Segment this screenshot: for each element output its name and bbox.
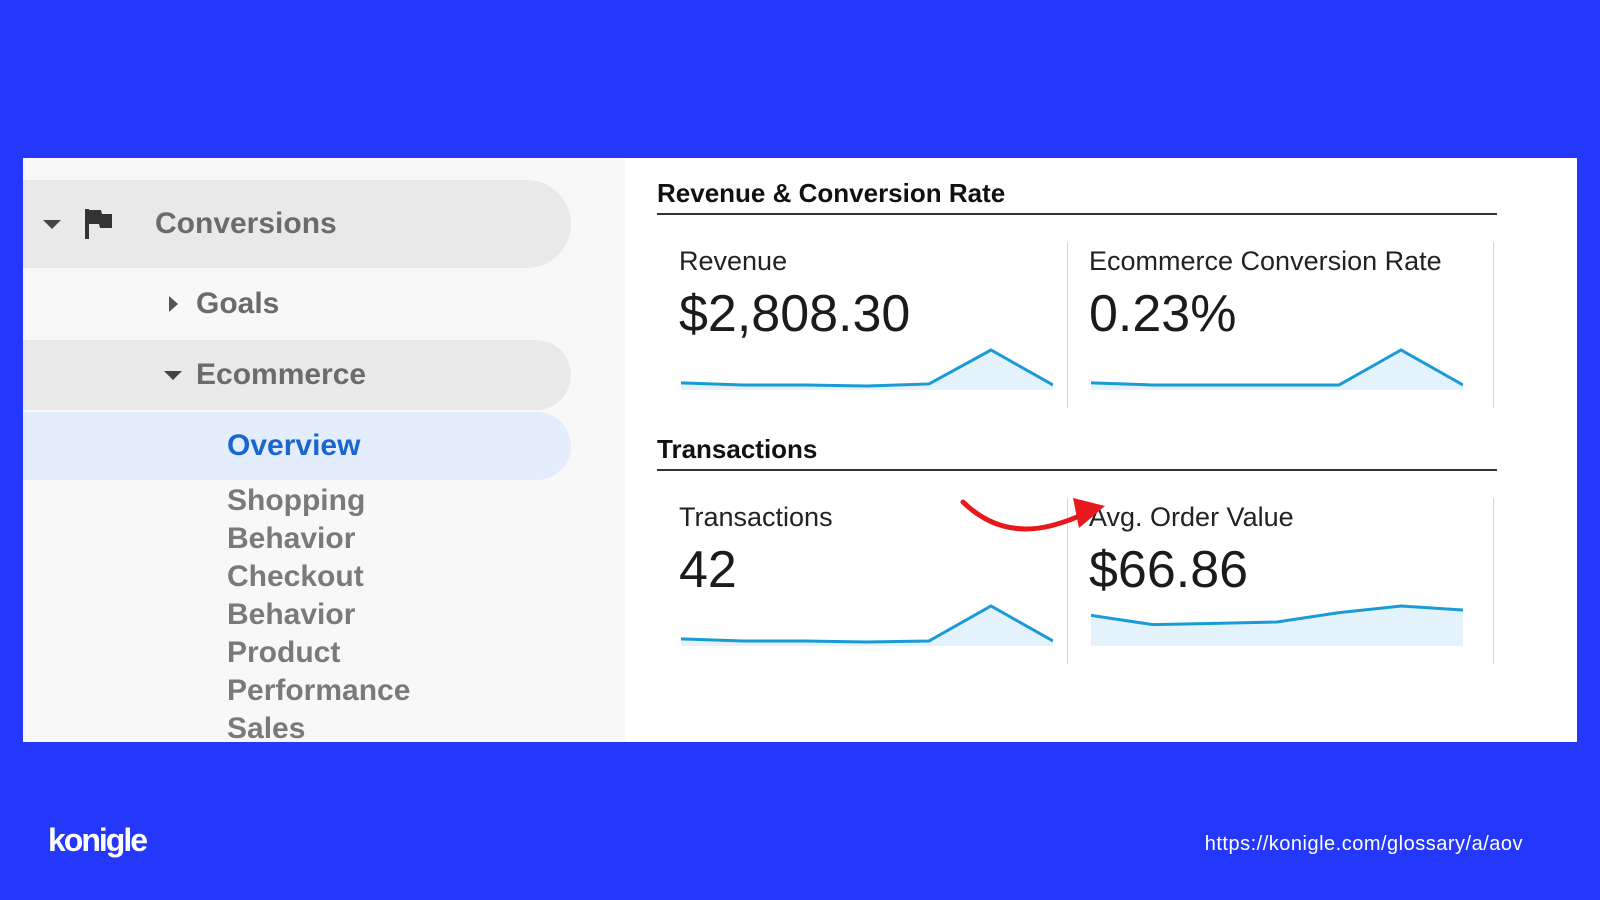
nav-ecommerce[interactable]: Ecommerce	[23, 340, 571, 410]
footer-url[interactable]: https://konigle.com/glossary/a/aov	[1204, 833, 1523, 855]
sparkline-line	[1091, 348, 1463, 387]
metric-value: 0.23%	[1089, 285, 1237, 343]
nav-conversions-label: Conversions	[155, 207, 337, 240]
section-title-revenue: Revenue & Conversion Rate	[657, 178, 1497, 215]
sparkline-line	[681, 348, 1053, 388]
nav-shopping-behavior[interactable]: Shopping Behavior	[227, 482, 365, 558]
sparkline-line	[1091, 604, 1463, 627]
analytics-panel: Conversions Goals Ecommerce Overview Sho…	[23, 158, 1577, 742]
nav-sub-label: Checkout	[227, 560, 364, 593]
nav-goals-label: Goals	[196, 287, 280, 320]
nav-checkout-behavior[interactable]: Checkout Behavior	[227, 558, 364, 634]
sparkline-revenue	[681, 348, 1053, 390]
flag-icon	[83, 207, 115, 241]
section-title-transactions: Transactions	[657, 434, 1497, 471]
metric-value: $66.86	[1089, 541, 1249, 599]
sparkline-area	[681, 606, 1053, 646]
sparkline-area	[681, 350, 1053, 390]
caret-right-icon	[169, 296, 178, 312]
metric-label: Avg. Order Value	[1089, 502, 1294, 532]
metric-transactions[interactable]: Transactions 42	[657, 498, 1068, 664]
metric-label: Transactions	[679, 502, 833, 532]
sparkline-line	[681, 604, 1053, 644]
nav-conversions[interactable]: Conversions	[23, 180, 571, 268]
metric-label: Ecommerce Conversion Rate	[1089, 246, 1442, 276]
nav-goals[interactable]: Goals	[23, 274, 279, 334]
nav-overview-label: Overview	[227, 429, 361, 462]
nav-sub-label: Behavior	[227, 522, 356, 555]
nav-sub-label: Sales	[227, 712, 306, 742]
metric-conversion-rate[interactable]: Ecommerce Conversion Rate 0.23%	[1067, 242, 1494, 408]
report-main: Revenue & Conversion Rate Revenue $2,808…	[625, 158, 1577, 742]
nav-overview[interactable]: Overview	[23, 412, 571, 480]
sparkline-area	[1091, 350, 1463, 390]
nav-sub-label: Performance	[227, 674, 411, 707]
sidebar: Conversions Goals Ecommerce Overview Sho…	[23, 158, 625, 742]
nav-sub-label: Shopping	[227, 484, 366, 517]
metric-value: 42	[679, 541, 737, 599]
metric-value: $2,808.30	[679, 285, 911, 343]
brand-logo: konigle	[48, 822, 148, 858]
nav-product-performance[interactable]: Product Performance	[227, 634, 410, 710]
curved-arrow-icon	[960, 498, 1105, 532]
nav-sub-label: Behavior	[227, 598, 356, 631]
nav-sub-label: Product	[227, 636, 341, 669]
sparkline-conversion-rate	[1091, 348, 1463, 390]
sparkline-area	[1091, 606, 1463, 646]
nav-sales[interactable]: Sales	[227, 710, 305, 742]
sparkline-transactions	[681, 604, 1053, 646]
metric-label: Revenue	[679, 246, 788, 276]
caret-down-icon	[43, 219, 61, 229]
metric-avg-order-value[interactable]: Avg. Order Value $66.86	[1067, 498, 1494, 664]
nav-ecommerce-label: Ecommerce	[196, 358, 367, 391]
sparkline-avg-order-value	[1091, 604, 1463, 646]
metric-revenue[interactable]: Revenue $2,808.30	[657, 242, 1068, 408]
caret-down-icon	[164, 370, 182, 380]
